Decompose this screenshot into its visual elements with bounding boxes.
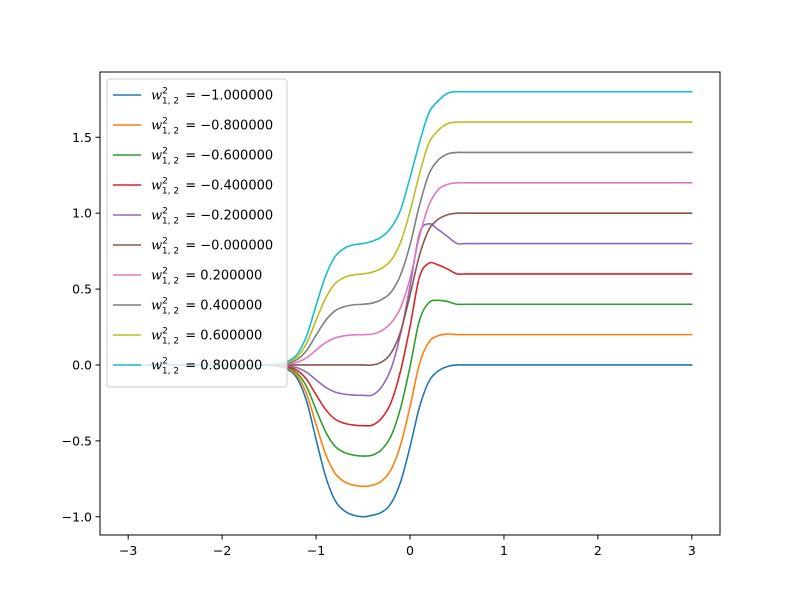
series-line-3 <box>127 299 693 457</box>
series-line-4 <box>127 261 693 427</box>
y-tick-label: −1.0 <box>62 509 92 524</box>
legend-entry: w2 1, 2 = −1.000000 <box>151 87 273 107</box>
series-layer <box>127 90 693 518</box>
legend-entry: w2 1, 2 = 0.400000 <box>151 297 262 317</box>
legend-entry: w2 1, 2 = 0.200000 <box>151 267 262 287</box>
axes-layer: −3 −2 −1 0 1 2 3 −1.0 −0.5 0.0 0.5 1.0 1.5 <box>62 130 696 558</box>
series-line-7 <box>127 181 693 366</box>
y-tick-label: 1.0 <box>72 206 92 221</box>
series-line-8 <box>127 151 693 366</box>
x-tick-label: 0 <box>406 543 414 558</box>
legend-entry: w2 1, 2 = −0.400000 <box>151 177 273 197</box>
legend-entry: w2 1, 2 = −0.600000 <box>151 147 273 167</box>
series-line-2 <box>127 333 693 488</box>
x-tick-label: −2 <box>213 543 231 558</box>
legend-entry: w2 1, 2 = 0.600000 <box>151 327 262 347</box>
x-tick-label: −1 <box>307 543 325 558</box>
legend-entry: w2 1, 2 = −0.200000 <box>151 207 273 227</box>
x-tick-label: 1 <box>500 543 508 558</box>
series-line-5 <box>127 222 693 397</box>
y-tick-label: 0.5 <box>72 282 92 297</box>
series-line-10 <box>127 90 693 366</box>
legend-entry: w2 1, 2 = 0.800000 <box>151 357 262 377</box>
x-tick-label: 2 <box>594 543 602 558</box>
x-tick-label: −3 <box>119 543 137 558</box>
y-tick-label: −0.5 <box>62 433 92 448</box>
legend-entry: w2 1, 2 = −0.800000 <box>151 117 273 137</box>
legend-box <box>106 78 288 388</box>
y-tick-label: 1.5 <box>72 130 92 145</box>
series-line-6 <box>127 212 693 367</box>
y-tick-label: 0.0 <box>72 357 92 372</box>
x-tick-label: 3 <box>688 543 696 558</box>
legend-entry: w2 1, 2 = −0.000000 <box>151 237 273 257</box>
legend: w2 1, 2 = −1.000000 w2 1, 2 = −0.800000 w2 1,… <box>106 78 288 388</box>
